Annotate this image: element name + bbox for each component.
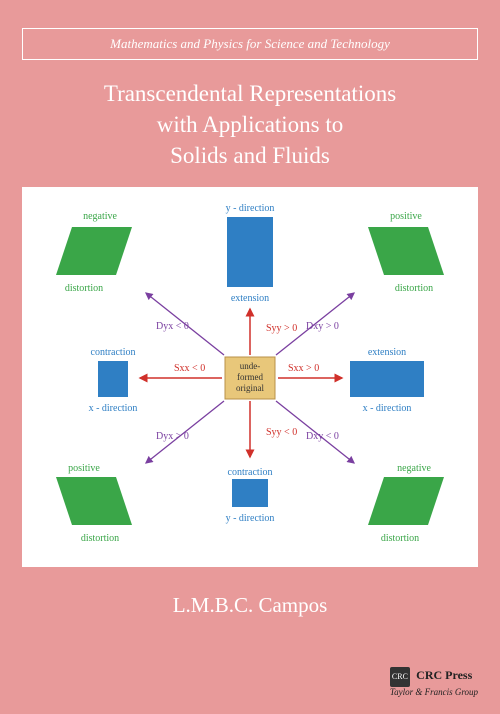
center-l1: unde-: [240, 361, 261, 371]
br-sign: negative: [397, 463, 431, 474]
top-rect: [227, 217, 273, 287]
bottom-state: contraction: [228, 467, 273, 478]
bl-mode: distortion: [81, 533, 119, 544]
series-title: Mathematics and Physics for Science and …: [110, 36, 390, 51]
tr-shape: [368, 227, 444, 275]
left-rect: [98, 361, 128, 397]
center-l2: formed: [237, 372, 263, 382]
author-name: L.M.B.C. Campos: [22, 593, 478, 618]
bottom-axis: y - direction: [226, 513, 275, 524]
tr-sign: positive: [390, 211, 422, 222]
title-block: Transcendental Representations with Appl…: [22, 78, 478, 171]
br-mode: distortion: [381, 533, 419, 544]
tl-shape: [56, 227, 132, 275]
title-line-1: Transcendental Representations: [22, 78, 478, 109]
publisher-block: CRC CRC Press Taylor & Francis Group: [390, 667, 478, 698]
left-state: contraction: [91, 347, 136, 358]
bottom-rect: [232, 479, 268, 507]
dxy-pos: Dxy > 0: [306, 321, 339, 332]
tr-mode: distortion: [395, 283, 433, 294]
diagram-svg: unde- formed original y - direction exte…: [22, 187, 478, 567]
crc-logo-icon: CRC: [390, 667, 410, 687]
syy-neg: Syy < 0: [266, 427, 297, 438]
publisher-brand: CRC Press: [416, 668, 472, 682]
sxx-pos: Sxx > 0: [288, 363, 319, 374]
title-line-3: Solids and Fluids: [22, 140, 478, 171]
dxy-neg: Dxy < 0: [306, 431, 339, 442]
tl-mode: distortion: [65, 283, 103, 294]
top-axis: y - direction: [226, 203, 275, 214]
sxx-neg: Sxx < 0: [174, 363, 205, 374]
stress-strain-diagram: unde- formed original y - direction exte…: [22, 187, 478, 567]
right-rect: [350, 361, 424, 397]
title-line-2: with Applications to: [22, 109, 478, 140]
left-axis: x - direction: [89, 403, 138, 414]
br-shape: [368, 477, 444, 525]
bl-shape: [56, 477, 132, 525]
right-state: extension: [368, 347, 406, 358]
series-bar: Mathematics and Physics for Science and …: [22, 28, 478, 60]
top-state: extension: [231, 293, 269, 304]
publisher-group: Taylor & Francis Group: [390, 687, 478, 697]
bl-sign: positive: [68, 463, 100, 474]
center-l3: original: [236, 383, 264, 393]
syy-pos: Syy > 0: [266, 323, 297, 334]
dyx-pos: Dyx > 0: [156, 431, 189, 442]
dyx-neg: Dyx < 0: [156, 321, 189, 332]
book-cover: Mathematics and Physics for Science and …: [0, 0, 500, 714]
right-axis: x - direction: [363, 403, 412, 414]
tl-sign: negative: [83, 211, 117, 222]
